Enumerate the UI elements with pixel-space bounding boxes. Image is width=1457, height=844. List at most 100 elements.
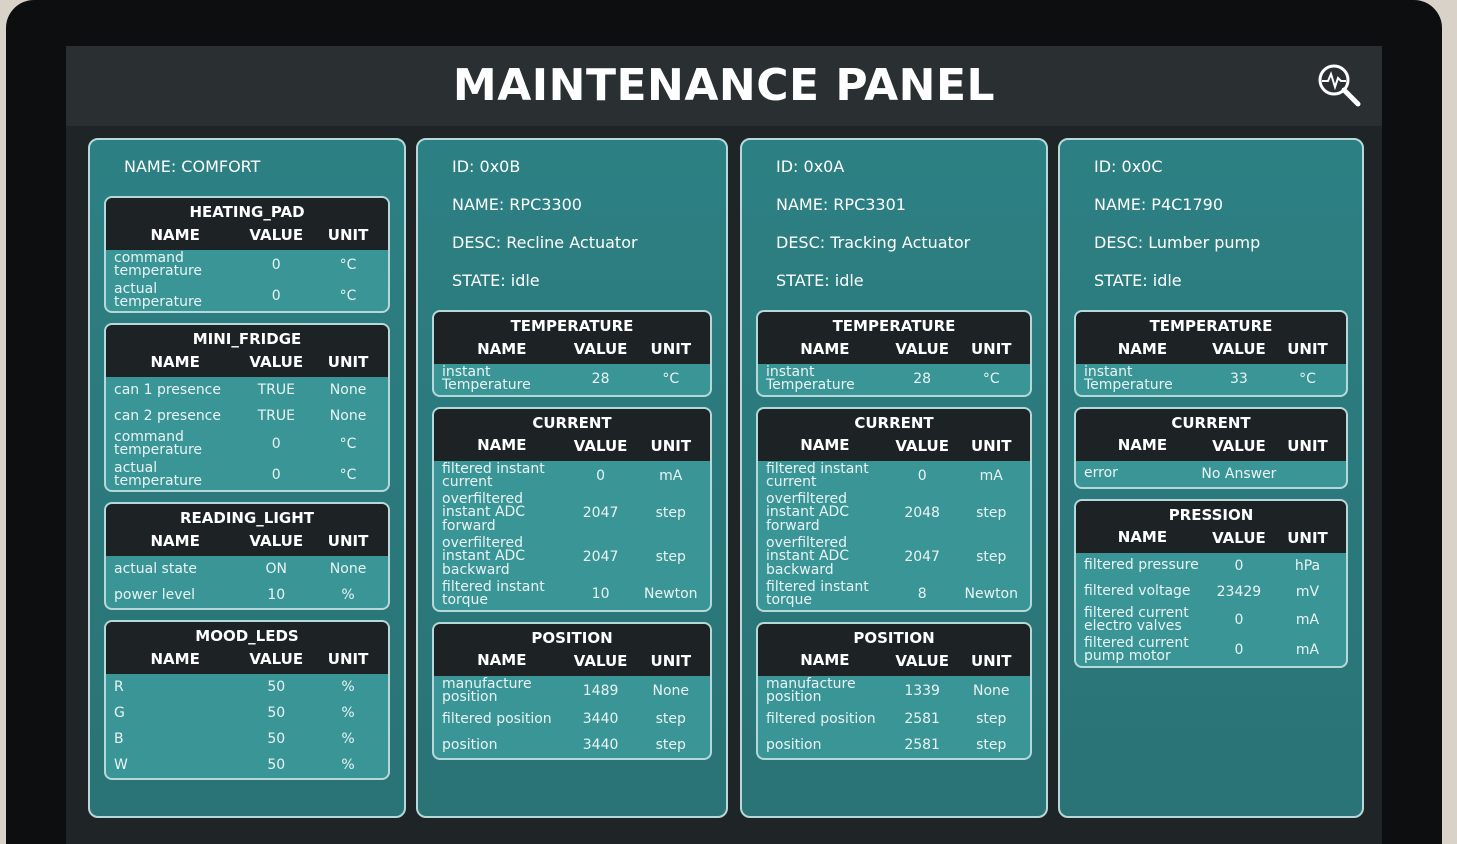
- table-cell: mV: [1295, 583, 1320, 600]
- header-cell: VALUE: [249, 353, 304, 372]
- table-cell: command temperature: [114, 250, 202, 280]
- table-cell: filtered instant current: [766, 460, 869, 490]
- header-cell: NAME: [477, 651, 527, 670]
- table-header: NAME VALUE UNIT: [434, 432, 710, 461]
- data-table: POSITION NAME VALUE UNIT manufacture positio…: [756, 621, 1032, 761]
- table-title: CURRENT: [758, 408, 1030, 433]
- table-cell: None: [652, 682, 690, 699]
- table-cell: overfiltered instant ADC backward: [766, 535, 850, 578]
- table-row: instant Temperature 28 °C: [434, 364, 710, 395]
- data-table: HEATING_PAD NAME VALUE UNIT command temperat…: [104, 196, 390, 314]
- data-table: TEMPERATURE NAME VALUE UNIT instant Temperat…: [756, 310, 1032, 397]
- table-header: NAME VALUE UNIT: [106, 349, 388, 378]
- table-cell: 0: [1234, 557, 1244, 574]
- table-cell: None: [329, 408, 367, 425]
- header-cell: UNIT: [1287, 528, 1328, 547]
- table-cell: filtered instant torque: [766, 578, 869, 609]
- table-row: filtered instant torque 8 Newton: [758, 579, 1030, 610]
- table-title: POSITION: [758, 623, 1030, 648]
- table-cell: filtered instant current: [442, 460, 545, 490]
- table-title: MINI_FRIDGE: [106, 325, 388, 350]
- table-cell: manufacture position: [766, 675, 856, 705]
- table-cell: 0: [596, 467, 606, 484]
- table-cell: overfiltered instant ADC forward: [766, 491, 850, 534]
- table-cell: step: [976, 737, 1007, 754]
- table-cell: filtered current electro valves: [1084, 604, 1189, 634]
- data-table: CURRENT NAME VALUE UNIT error No Answer: [1074, 406, 1348, 489]
- table-cell: filtered current pump motor: [1084, 635, 1189, 665]
- table-cell: 2581: [904, 711, 940, 728]
- table-cell: °C: [339, 257, 357, 274]
- table-cell: 10: [591, 586, 610, 603]
- table-row: instant Temperature 28 °C: [758, 364, 1030, 395]
- header-cell: NAME: [150, 225, 200, 244]
- data-table: READING_LIGHT NAME VALUE UNIT actual state ON…: [104, 502, 390, 611]
- table-header: NAME VALUE UNIT: [1076, 336, 1346, 364]
- info-line: NAME: P4C1790: [1094, 195, 1224, 214]
- header-cell: VALUE: [249, 226, 304, 244]
- data-table: TEMPERATURE NAME VALUE UNIT instant Temperat…: [1074, 310, 1348, 397]
- table-title: CURRENT: [434, 408, 710, 433]
- table-cell: can 2 presence: [114, 407, 221, 424]
- table-cell: manufacture position: [442, 675, 532, 705]
- header-cell: VALUE: [573, 340, 628, 358]
- table-cell: filtered instant torque: [442, 578, 545, 609]
- table-cell: %: [341, 679, 355, 696]
- table-cell: mA: [659, 467, 683, 484]
- table-row: position 3440 step: [434, 732, 710, 758]
- table-cell: 0: [271, 467, 281, 484]
- table-cell: 0: [271, 436, 281, 453]
- table-cell: power level: [114, 586, 196, 603]
- table-cell: Newton: [964, 586, 1018, 603]
- header-cell: UNIT: [970, 651, 1012, 670]
- title: MAINTENANCE PANEL: [452, 60, 996, 111]
- table-row: manufacture position 1339 None: [758, 676, 1030, 707]
- table-row: filtered instant torque 10 Newton: [434, 579, 710, 610]
- header-cell: NAME: [1117, 528, 1168, 547]
- table-cell: error: [1084, 464, 1118, 481]
- table-cell: W: [114, 756, 128, 773]
- table-cell: command temperature: [114, 429, 202, 459]
- table-title: MOOD_LEDS: [106, 622, 388, 647]
- header-cell: VALUE: [895, 436, 949, 455]
- device-panel: ID: 0x0A NAME: RPC3301 DESC: Tracking Actu…: [740, 138, 1048, 818]
- table-cell: actual temperature: [114, 280, 202, 310]
- search-icon[interactable]: [1314, 60, 1364, 110]
- table-row: can 1 presence TRUE None: [106, 377, 388, 403]
- table-cell: 28: [591, 371, 610, 388]
- header-cell: UNIT: [1287, 340, 1328, 358]
- table-header: NAME VALUE UNIT: [434, 647, 710, 676]
- table-cell: overfiltered instant ADC backward: [442, 535, 526, 578]
- table-row: command temperature 0 °C: [106, 250, 388, 281]
- table-cell: 0: [1234, 642, 1244, 659]
- info-line: STATE: idle: [776, 271, 864, 290]
- table-cell: 0: [1234, 611, 1244, 628]
- table-cell: actual state: [114, 560, 198, 577]
- table-cell: mA: [979, 467, 1003, 484]
- table-row: filtered voltage 23429 mV: [1076, 579, 1346, 605]
- header-cell: UNIT: [327, 650, 369, 669]
- table-cell: step: [655, 737, 686, 754]
- info-line: NAME: RPC3300: [452, 195, 582, 214]
- table-cell: °C: [982, 371, 1000, 388]
- table-row: manufacture position 1489 None: [434, 676, 710, 707]
- data-table: CURRENT NAME VALUE UNIT filtered instant cur…: [432, 406, 712, 612]
- table-header: NAME VALUE UNIT: [758, 647, 1030, 676]
- table-cell: °C: [1299, 371, 1316, 388]
- table-cell: None: [329, 382, 367, 399]
- table-cell: 10: [267, 587, 286, 604]
- table-cell: B: [114, 730, 124, 747]
- table-row: actual temperature 0 °C: [106, 281, 388, 312]
- table-cell: No Answer: [1201, 465, 1277, 482]
- table-title: POSITION: [434, 623, 710, 648]
- table-title: TEMPERATURE: [1076, 312, 1346, 336]
- table-row: power level 10%: [106, 582, 388, 608]
- table-title: CURRENT: [1076, 408, 1346, 433]
- device-panel: ID: 0x0C NAME: P4C1790 DESC: Lumber pump ST…: [1058, 138, 1364, 818]
- table-cell: step: [976, 505, 1007, 522]
- data-table: MOOD_LEDS NAME VALUE UNIT R 50% G 50% B 50% W 50%: [104, 620, 390, 781]
- table-cell: 50: [267, 757, 286, 774]
- table-cell: 2581: [904, 737, 940, 754]
- screen: MAINTENANCE PANEL NAME: COMFORT HEATING_P…: [66, 46, 1382, 844]
